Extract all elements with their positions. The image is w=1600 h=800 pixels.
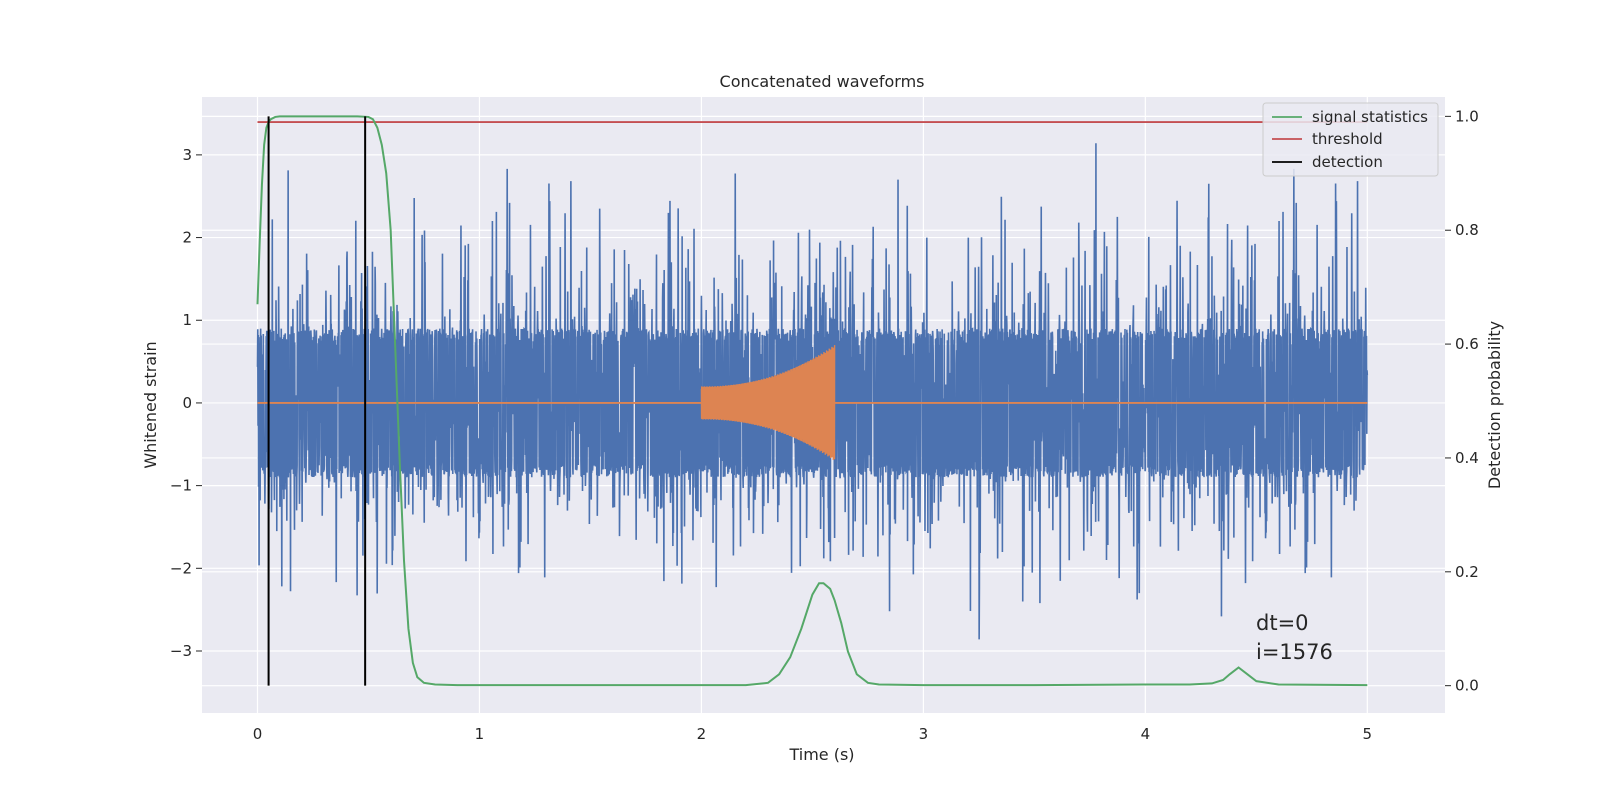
y-tick-label: 0 (182, 394, 192, 412)
y2-tick-label: 0.2 (1455, 563, 1479, 581)
signal-statistics-line (256, 115, 1368, 687)
x-tick-label: 1 (475, 725, 485, 743)
annotation-index: i=1576 (1256, 640, 1333, 664)
y-tick-label: −1 (170, 477, 192, 495)
strain-series (256, 143, 1369, 640)
y-tick-label: 1 (182, 311, 192, 329)
y2-tick-label: 0.4 (1455, 449, 1479, 467)
chart-title: Concatenated waveforms (720, 72, 925, 91)
tick-marks: 0 1 2 3 4 5 −3 −2 −1 0 1 2 3 0.0 0.2 0.4 0.6 0.8 1.0 (170, 107, 1479, 743)
x-tick-label: 2 (697, 725, 707, 743)
y2-tick-label: 1.0 (1455, 107, 1479, 125)
x-axis-label: Time (s) (788, 745, 854, 764)
x-tick-label: 0 (253, 725, 263, 743)
y-tick-label: 2 (182, 229, 192, 247)
legend: signal statistics threshold detection (1262, 102, 1439, 177)
x-tick-label: 4 (1141, 725, 1151, 743)
y-axis-label: Whitened strain (141, 341, 160, 468)
annotation-dt: dt=0 (1256, 611, 1309, 635)
y2-tick-label: 0.0 (1455, 677, 1479, 695)
x-tick-label: 5 (1363, 725, 1373, 743)
x-tick-label: 3 (919, 725, 929, 743)
y2-axis-label: Detection probability (1485, 321, 1504, 489)
injection-series (257, 345, 1368, 460)
legend-label-detection: detection (1312, 153, 1383, 171)
legend-frame (1262, 102, 1439, 177)
y2-tick-label: 0.6 (1455, 335, 1479, 353)
y2-tick-label: 0.8 (1455, 221, 1479, 239)
annotation-box: dt=0 i=1576 (1256, 611, 1333, 664)
strain-line (256, 143, 1369, 640)
y-tick-label: −2 (170, 559, 192, 577)
legend-label-threshold: threshold (1312, 130, 1383, 148)
legend-label-signal-statistics: signal statistics (1312, 108, 1428, 126)
probability-series (256, 115, 1368, 687)
y-tick-label: −3 (170, 642, 192, 660)
injection-chirp (700, 345, 836, 460)
y-tick-label: 3 (182, 146, 192, 164)
